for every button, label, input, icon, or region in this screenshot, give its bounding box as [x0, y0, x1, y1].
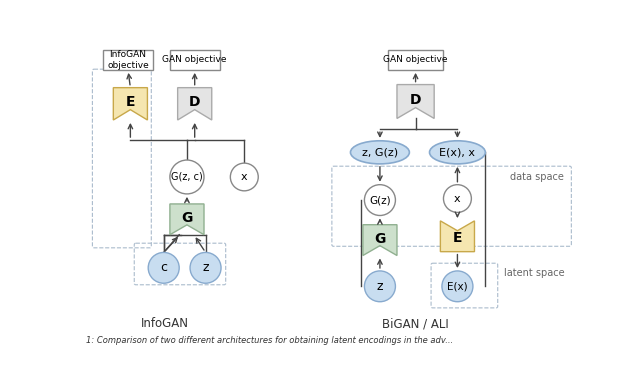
Circle shape — [364, 271, 396, 302]
Text: 1: Comparison of two different architectures for obtaining latent encodings in t: 1: Comparison of two different architect… — [86, 336, 453, 344]
Circle shape — [444, 185, 472, 212]
Text: D: D — [189, 95, 200, 109]
Text: z: z — [202, 262, 209, 274]
Polygon shape — [397, 84, 434, 118]
Ellipse shape — [429, 141, 485, 164]
Text: GAN objective: GAN objective — [383, 55, 448, 65]
Circle shape — [230, 163, 259, 191]
Circle shape — [148, 252, 179, 283]
Text: latent space: latent space — [504, 268, 564, 278]
Text: G(z): G(z) — [369, 195, 391, 205]
Polygon shape — [113, 88, 147, 120]
Polygon shape — [178, 88, 212, 120]
Circle shape — [190, 252, 221, 283]
Text: GAN objective: GAN objective — [163, 55, 227, 65]
Text: E(x), x: E(x), x — [440, 147, 476, 157]
Text: G: G — [181, 211, 193, 225]
Text: E(x): E(x) — [447, 281, 468, 291]
FancyBboxPatch shape — [388, 50, 444, 70]
Text: data space: data space — [511, 172, 564, 182]
Circle shape — [442, 271, 473, 302]
Text: c: c — [160, 262, 167, 274]
Circle shape — [170, 160, 204, 194]
Text: z: z — [377, 280, 383, 293]
Text: D: D — [410, 93, 421, 107]
Text: E: E — [125, 95, 135, 109]
Text: InfoGAN
objective: InfoGAN objective — [107, 50, 149, 70]
Ellipse shape — [351, 141, 410, 164]
FancyBboxPatch shape — [170, 50, 220, 70]
Text: x: x — [454, 194, 461, 204]
Polygon shape — [170, 204, 204, 235]
FancyBboxPatch shape — [103, 50, 153, 70]
Text: E: E — [452, 231, 462, 245]
Text: G: G — [374, 232, 386, 246]
Text: BiGAN / ALI: BiGAN / ALI — [382, 317, 449, 330]
Text: z, G(z): z, G(z) — [362, 147, 398, 157]
Text: x: x — [241, 172, 248, 182]
Text: InfoGAN: InfoGAN — [141, 317, 189, 330]
Polygon shape — [363, 225, 397, 255]
Circle shape — [364, 185, 396, 215]
Text: G(z, c): G(z, c) — [171, 172, 203, 182]
Polygon shape — [440, 221, 474, 252]
